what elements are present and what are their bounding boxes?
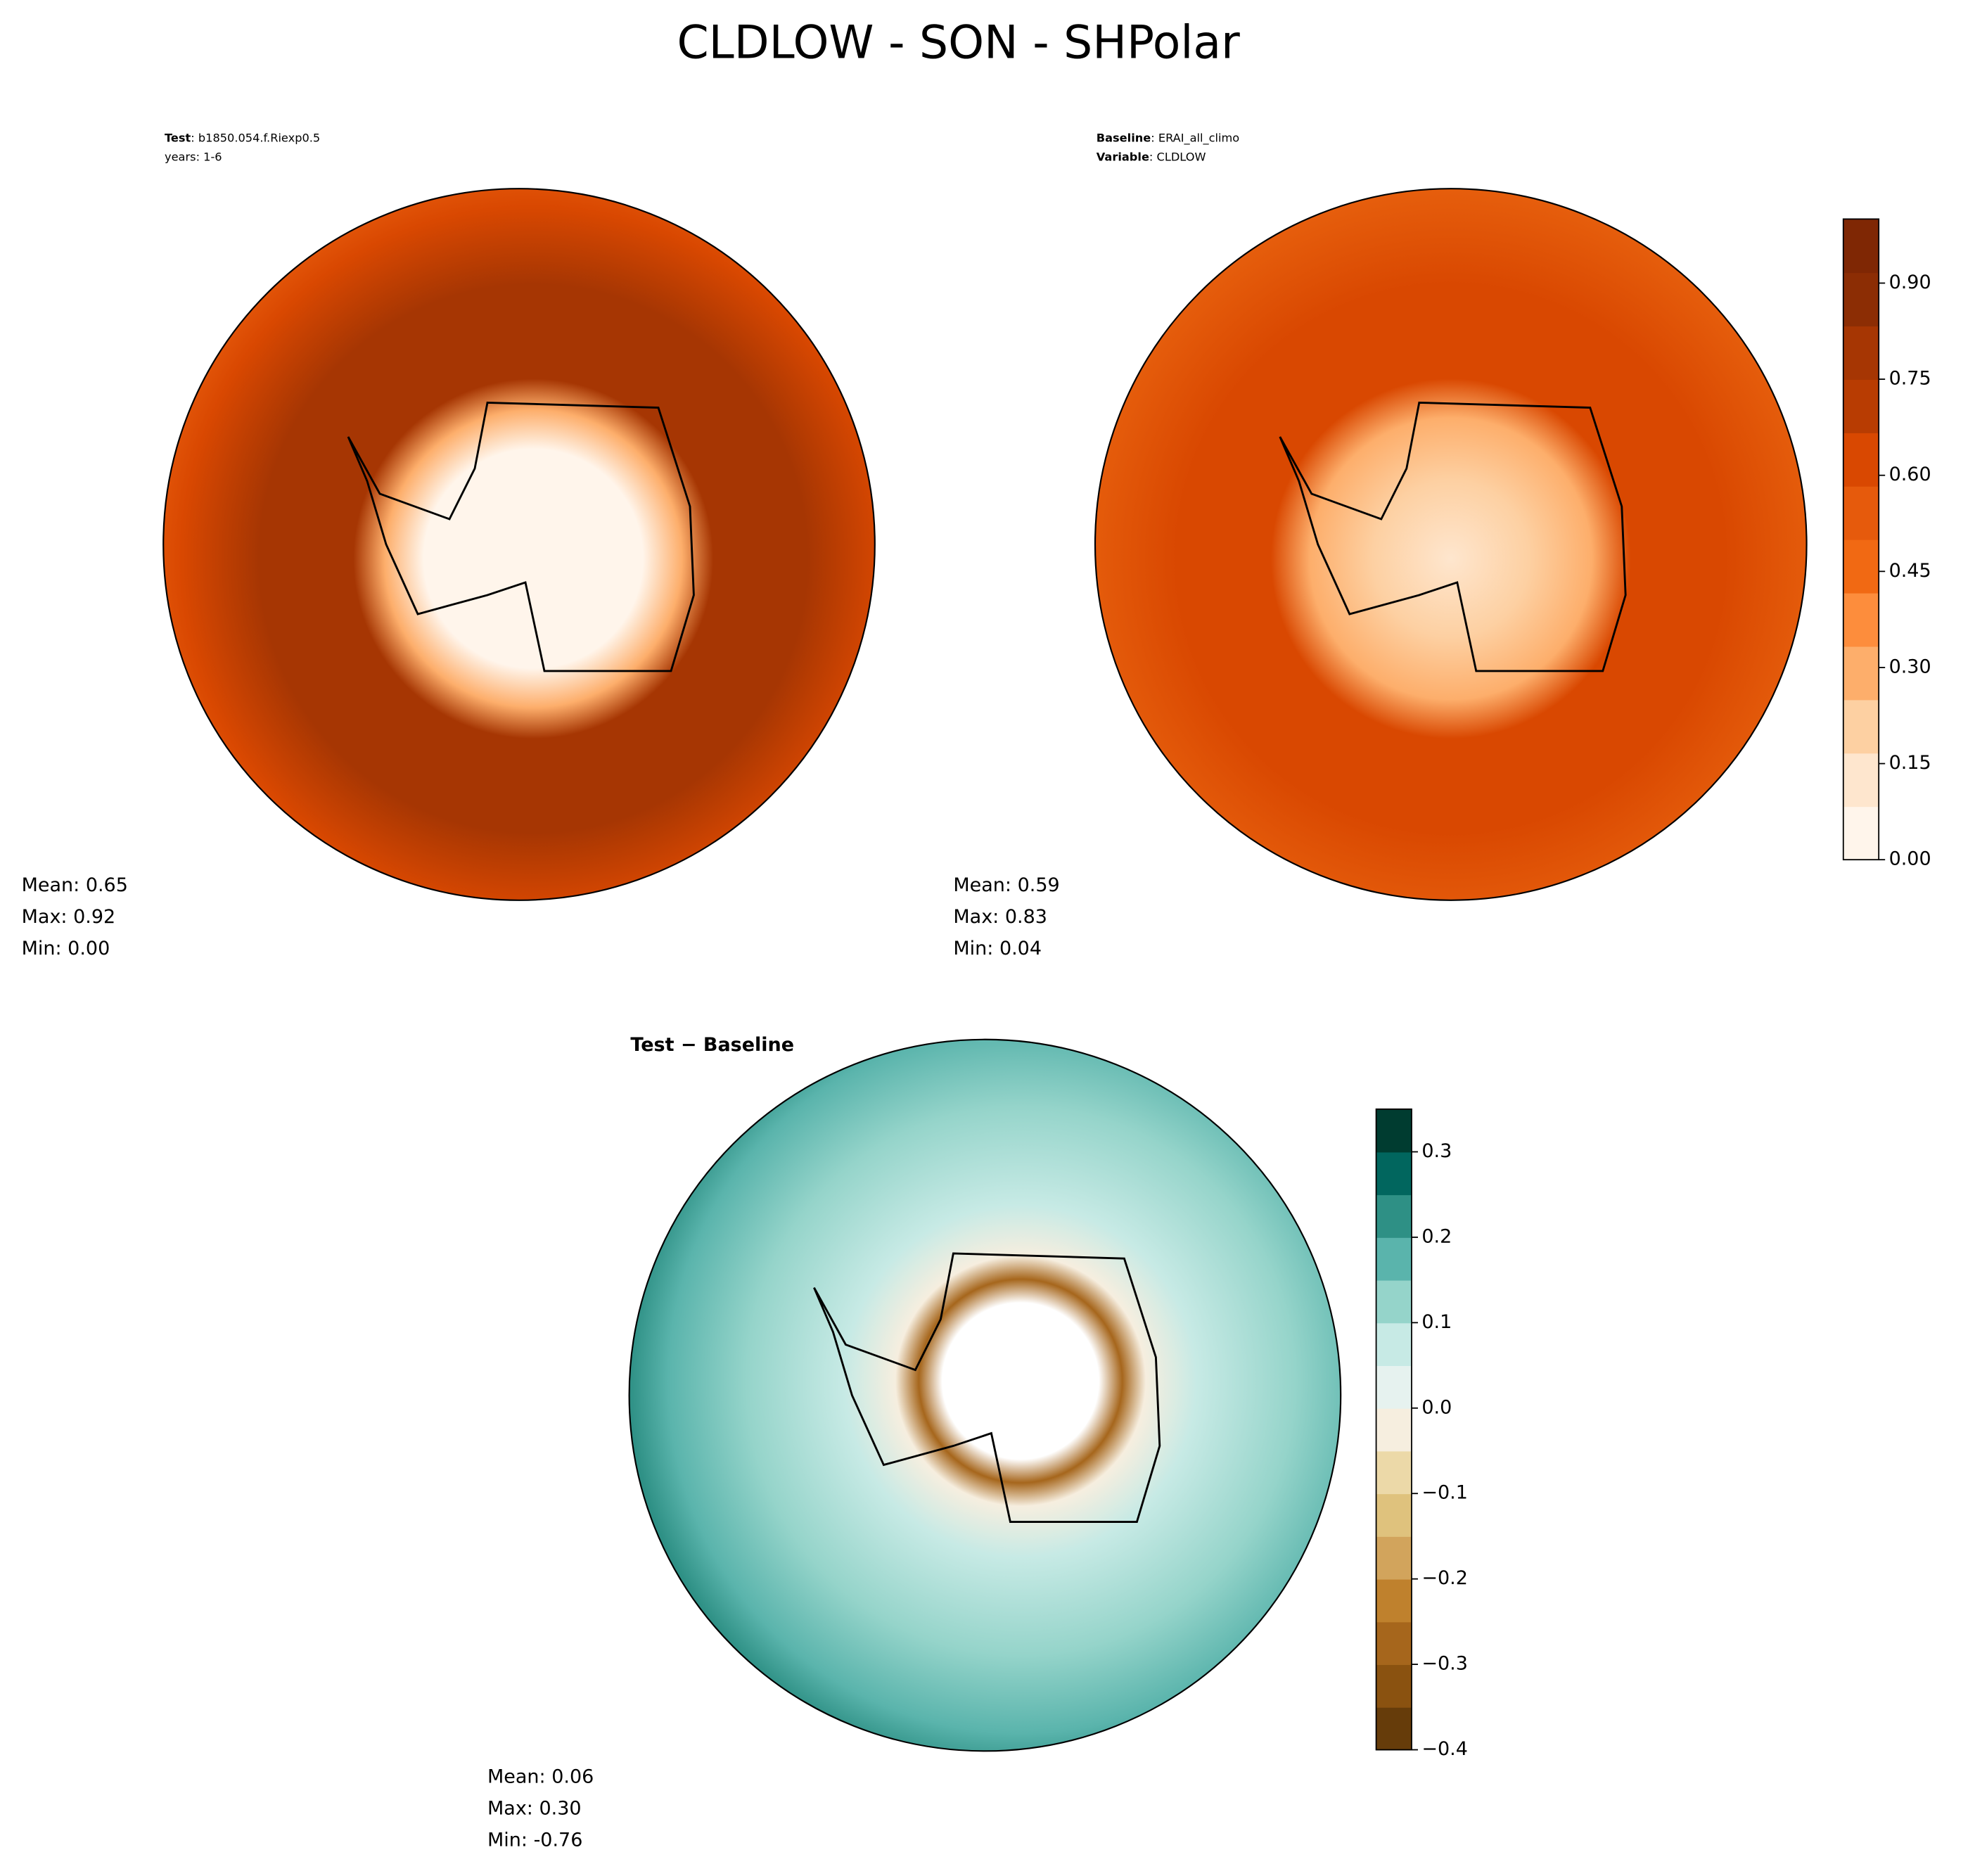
- colorbar-level: [1843, 432, 1879, 487]
- colorbar-tick-label: −0.4: [1421, 1738, 1468, 1760]
- header-key: Test: [165, 132, 191, 145]
- colorbar-level: [1376, 1109, 1412, 1153]
- colorbar-level: [1376, 1450, 1412, 1495]
- header-key: Baseline: [1097, 132, 1151, 145]
- colorbar-level: [1376, 1151, 1412, 1196]
- colorbar-level: [1843, 806, 1879, 861]
- map-difference: [628, 1038, 1342, 1752]
- colorbar-level: [1376, 1706, 1412, 1751]
- header-text: : CLDLOW: [1149, 151, 1206, 164]
- header-key: Test − Baseline: [630, 1034, 794, 1056]
- colorbar-level: [1376, 1578, 1412, 1623]
- colorbar-level: [1376, 1365, 1412, 1409]
- colorbar-frame: [1842, 218, 1880, 861]
- colorbar-tick-label: 0.45: [1889, 560, 1931, 582]
- stat-line: Min: 0.00: [22, 938, 110, 959]
- colorbar-tick-label: 0.1: [1421, 1311, 1452, 1333]
- colorbar-level: [1376, 1322, 1412, 1366]
- stat-line: Max: 0.83: [953, 906, 1047, 928]
- colorbar-tick-label: 0.15: [1889, 752, 1931, 774]
- colorbar-tick-label: −0.1: [1421, 1482, 1468, 1504]
- colorbar-level: [1843, 219, 1879, 274]
- colorbar-level: [1376, 1280, 1412, 1324]
- colorbar-tick-label: 0.3: [1421, 1140, 1452, 1162]
- map-disk: [628, 1038, 1342, 1752]
- map-disk: [1094, 188, 1808, 901]
- colorbar-level: [1376, 1536, 1412, 1580]
- stat-line: Min: 0.04: [953, 938, 1042, 959]
- map-test: [162, 188, 876, 901]
- panel-header: Variable: CLDLOW: [1097, 151, 1206, 164]
- colorbar-level: [1376, 1493, 1412, 1537]
- colorbar-level: [1843, 485, 1879, 540]
- colorbar-level: [1376, 1408, 1412, 1452]
- colorbar-level: [1376, 1237, 1412, 1281]
- colorbar-level: [1376, 1664, 1412, 1708]
- coastline: [813, 1252, 1161, 1523]
- stat-line: Min: -0.76: [487, 1829, 582, 1851]
- panel-header: Baseline: ERAI_all_climo: [1097, 132, 1240, 146]
- panel-header: Test − Baseline: [630, 1034, 794, 1056]
- map-disk: [162, 188, 876, 901]
- colorbar-tick-label: −0.2: [1421, 1567, 1468, 1589]
- colorbar-level: [1843, 646, 1879, 701]
- stat-line: Max: 0.92: [22, 906, 116, 928]
- header-key: Variable: [1097, 151, 1149, 164]
- header-text: : b1850.054.f.Riexp0.5: [191, 132, 320, 145]
- colorbar-level: [1843, 699, 1879, 754]
- figure-title: CLDLOW - SON - SHPolar: [677, 16, 1240, 69]
- colorbar-level: [1376, 1194, 1412, 1238]
- colorbar-level: [1843, 272, 1879, 327]
- coastline: [347, 401, 695, 672]
- panel-header: years: 1-6: [165, 151, 222, 164]
- colorbar-tick-label: 0.0: [1421, 1396, 1452, 1418]
- colorbar-tick-label: 0.30: [1889, 656, 1931, 677]
- stat-line: Mean: 0.59: [953, 874, 1059, 896]
- colorbar-tick-label: 0.75: [1889, 368, 1931, 390]
- colorbar-tick-label: −0.3: [1421, 1653, 1468, 1675]
- colorbar-level: [1843, 539, 1879, 594]
- stat-line: Mean: 0.65: [22, 874, 128, 896]
- colorbar-tick-label: 0.2: [1421, 1225, 1452, 1247]
- stat-line: Mean: 0.06: [487, 1766, 594, 1787]
- header-text: years: 1-6: [165, 151, 222, 164]
- colorbar-level: [1843, 753, 1879, 808]
- colorbar-level: [1376, 1621, 1412, 1666]
- header-text: : ERAI_all_climo: [1151, 132, 1239, 146]
- panel-header: Test: b1850.054.f.Riexp0.5: [165, 132, 320, 145]
- coastline: [1279, 401, 1627, 672]
- colorbar-level: [1843, 379, 1879, 433]
- stat-line: Max: 0.30: [487, 1797, 582, 1819]
- colorbar-level: [1843, 326, 1879, 380]
- colorbar-level: [1843, 592, 1879, 647]
- colorbar-frame: [1375, 1108, 1412, 1751]
- colorbar-tick-label: 0.90: [1889, 272, 1931, 293]
- map-baseline: [1094, 188, 1808, 901]
- colorbar-tick-label: 0.00: [1889, 848, 1931, 870]
- colorbar-tick-label: 0.60: [1889, 464, 1931, 485]
